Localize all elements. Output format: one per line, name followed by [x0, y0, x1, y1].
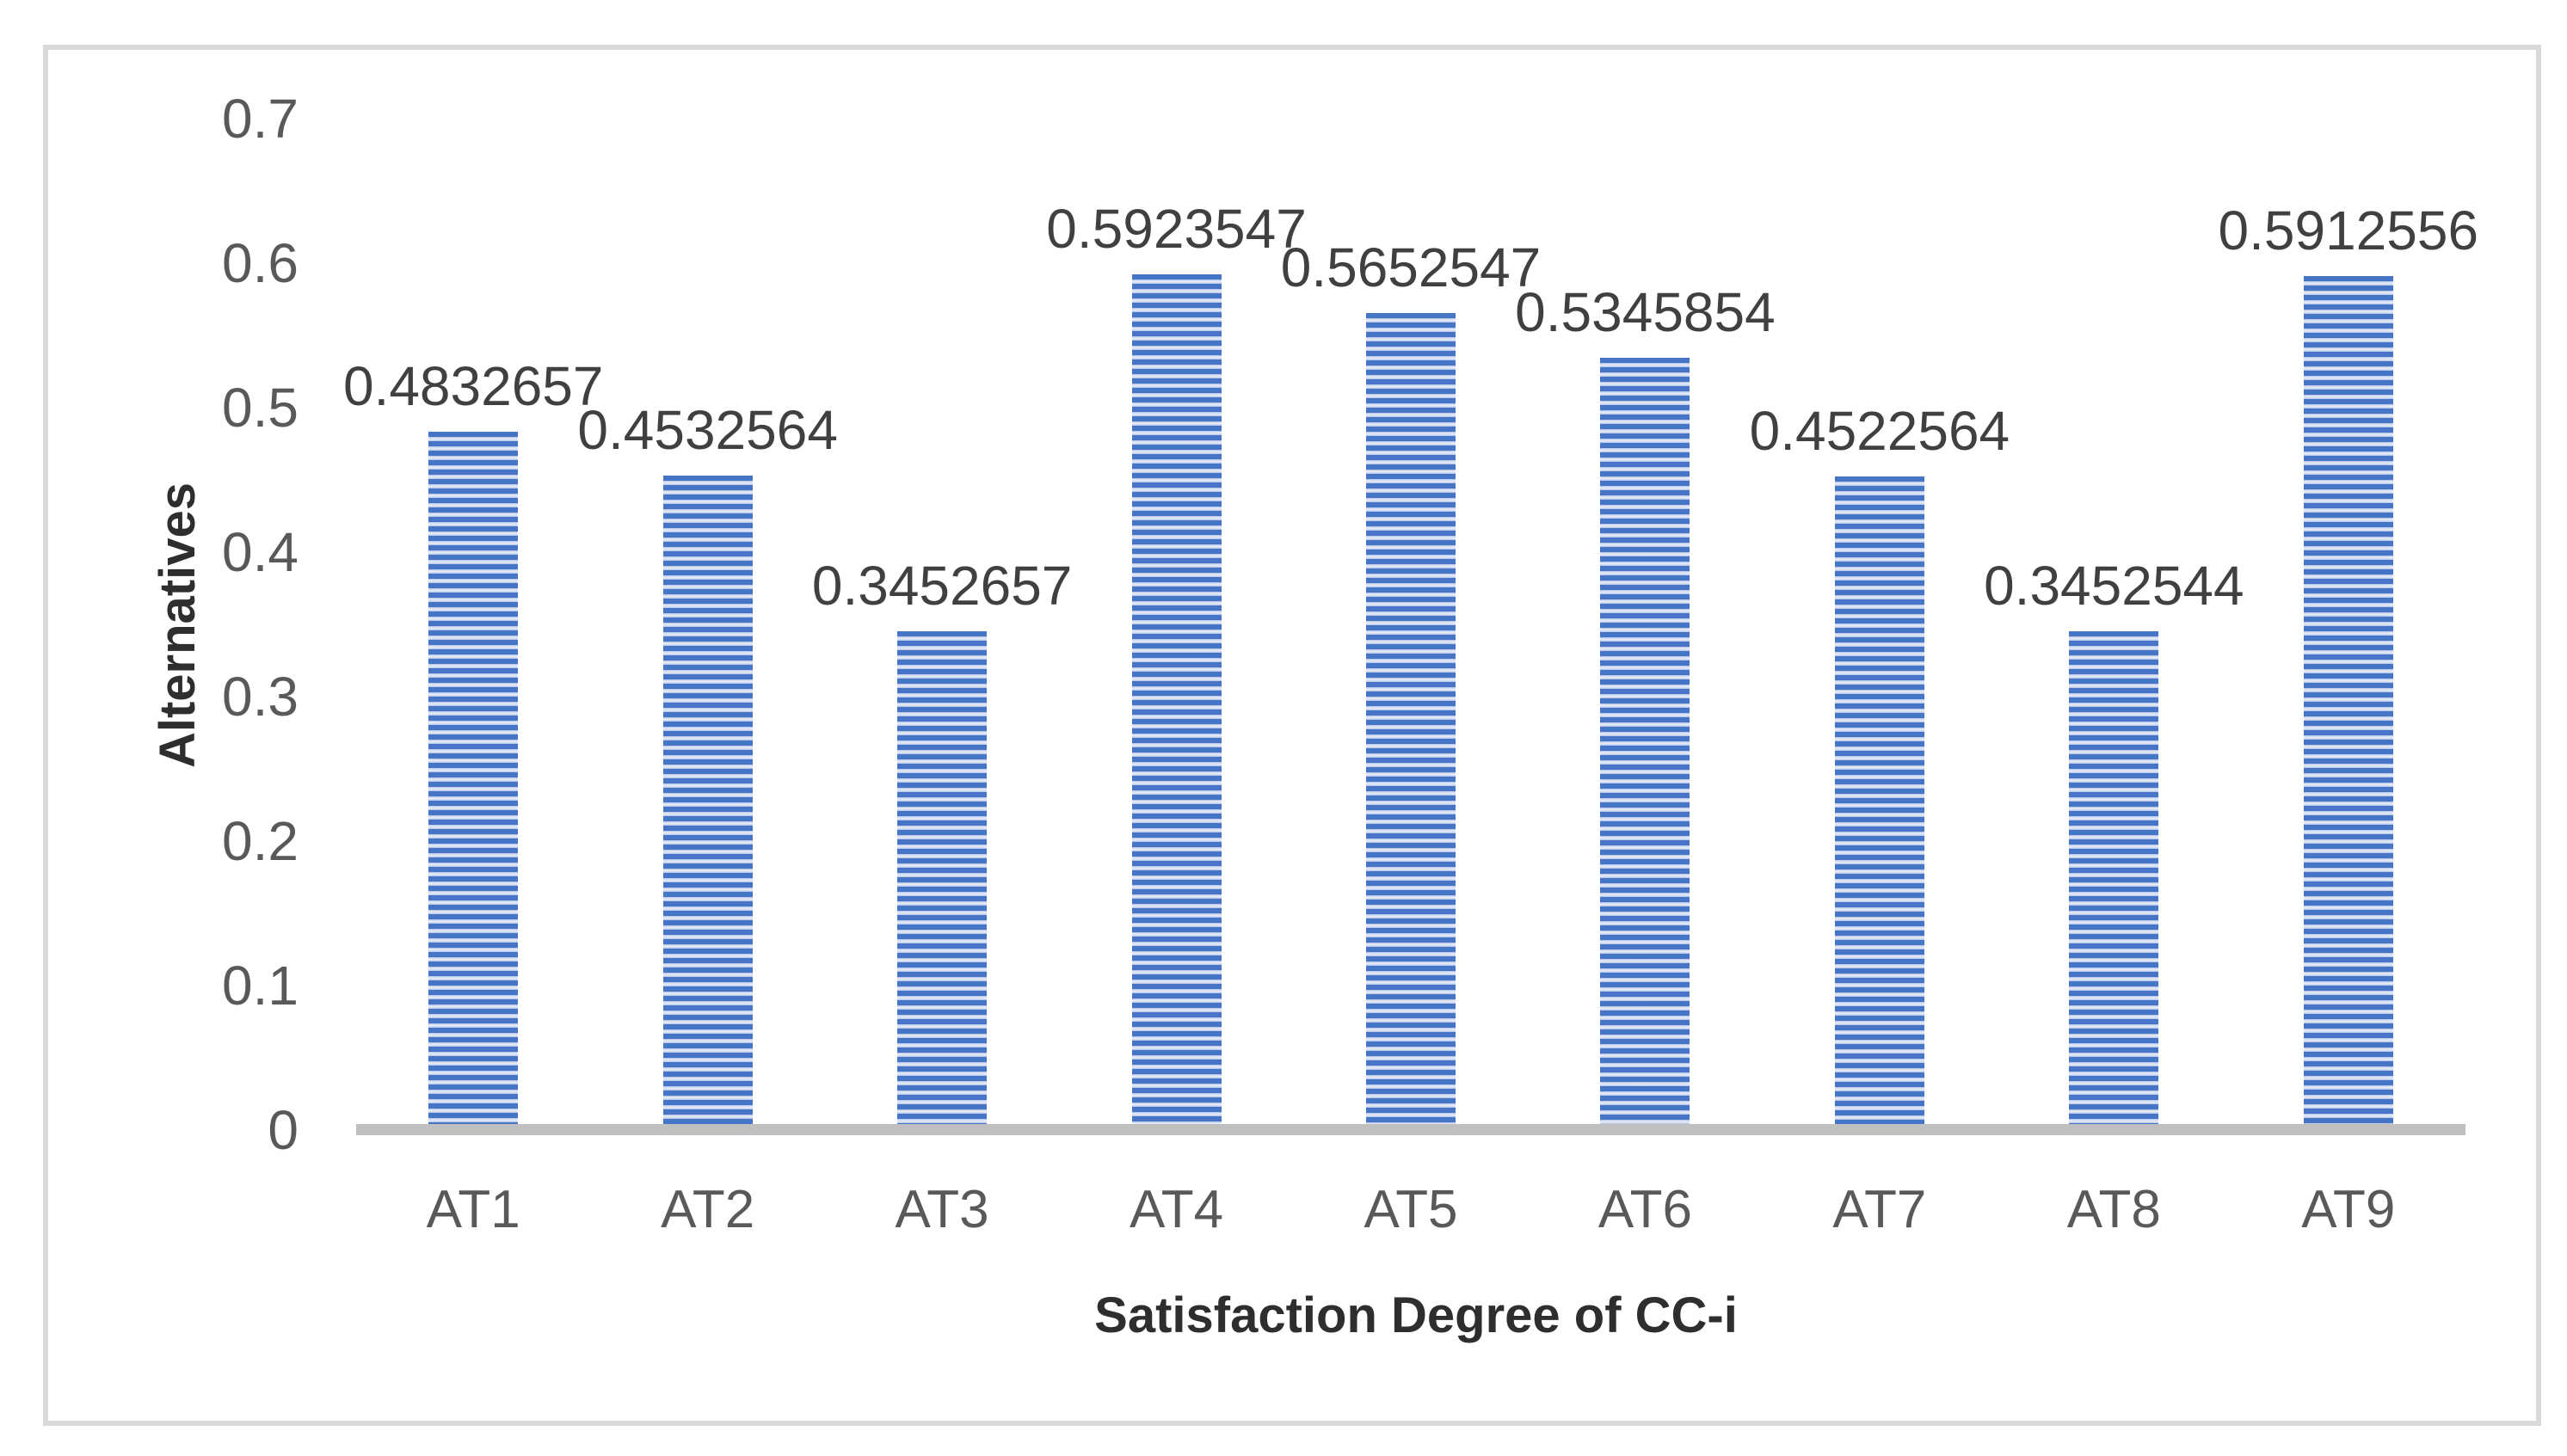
y-axis-tick-label: 0.5: [222, 377, 299, 439]
x-axis-tick-label: AT9: [2301, 1180, 2396, 1239]
bar-value-label: 0.5923547: [1046, 198, 1307, 260]
y-axis-tick-label: 0.1: [222, 955, 299, 1017]
x-axis-tick-label: AT3: [895, 1180, 989, 1239]
x-axis-line: [356, 1124, 2465, 1135]
y-axis-tick-label: 0.2: [222, 810, 299, 872]
bar-value-label: 0.3452544: [1984, 555, 2244, 617]
bar: [897, 631, 988, 1130]
x-axis-tick-label: AT4: [1129, 1180, 1224, 1239]
y-axis-tick-label: 0: [268, 1099, 299, 1161]
x-axis-tick-label: AT1: [426, 1180, 520, 1239]
bar: [1131, 274, 1222, 1130]
bar-value-label: 0.5345854: [1515, 281, 1776, 343]
bar: [1834, 476, 1924, 1130]
bar: [428, 432, 519, 1130]
bar-value-label: 0.3452657: [811, 555, 1073, 617]
bar-value-label: 0.4532564: [577, 399, 838, 461]
y-axis-title: Alternatives: [150, 482, 206, 769]
bar: [1600, 358, 1690, 1130]
x-axis-tick-label: AT2: [661, 1180, 755, 1239]
bar: [2303, 276, 2393, 1130]
bar-value-label: 0.4522564: [1749, 400, 2010, 462]
x-axis-tick-label: AT6: [1597, 1180, 1692, 1239]
y-axis-tick-label: 0.3: [222, 666, 299, 728]
y-axis-tick-label: 0.4: [222, 521, 299, 583]
bar: [1366, 313, 1456, 1130]
y-axis-tick-label: 0.6: [222, 232, 299, 294]
x-axis-tick-label: AT7: [1832, 1180, 1927, 1239]
bar: [662, 476, 753, 1130]
bar-value-label: 0.4832657: [342, 355, 604, 417]
bar: [2069, 631, 2159, 1130]
bar-value-label: 0.5912556: [2218, 200, 2479, 261]
x-axis-tick-label: AT5: [1364, 1180, 1458, 1239]
y-axis-tick-label: 0.7: [222, 88, 299, 150]
bar-value-label: 0.5652547: [1280, 237, 1542, 298]
x-axis-tick-label: AT8: [2066, 1180, 2161, 1239]
x-axis-title: Satisfaction Degree of CC-i: [1094, 1287, 1738, 1343]
